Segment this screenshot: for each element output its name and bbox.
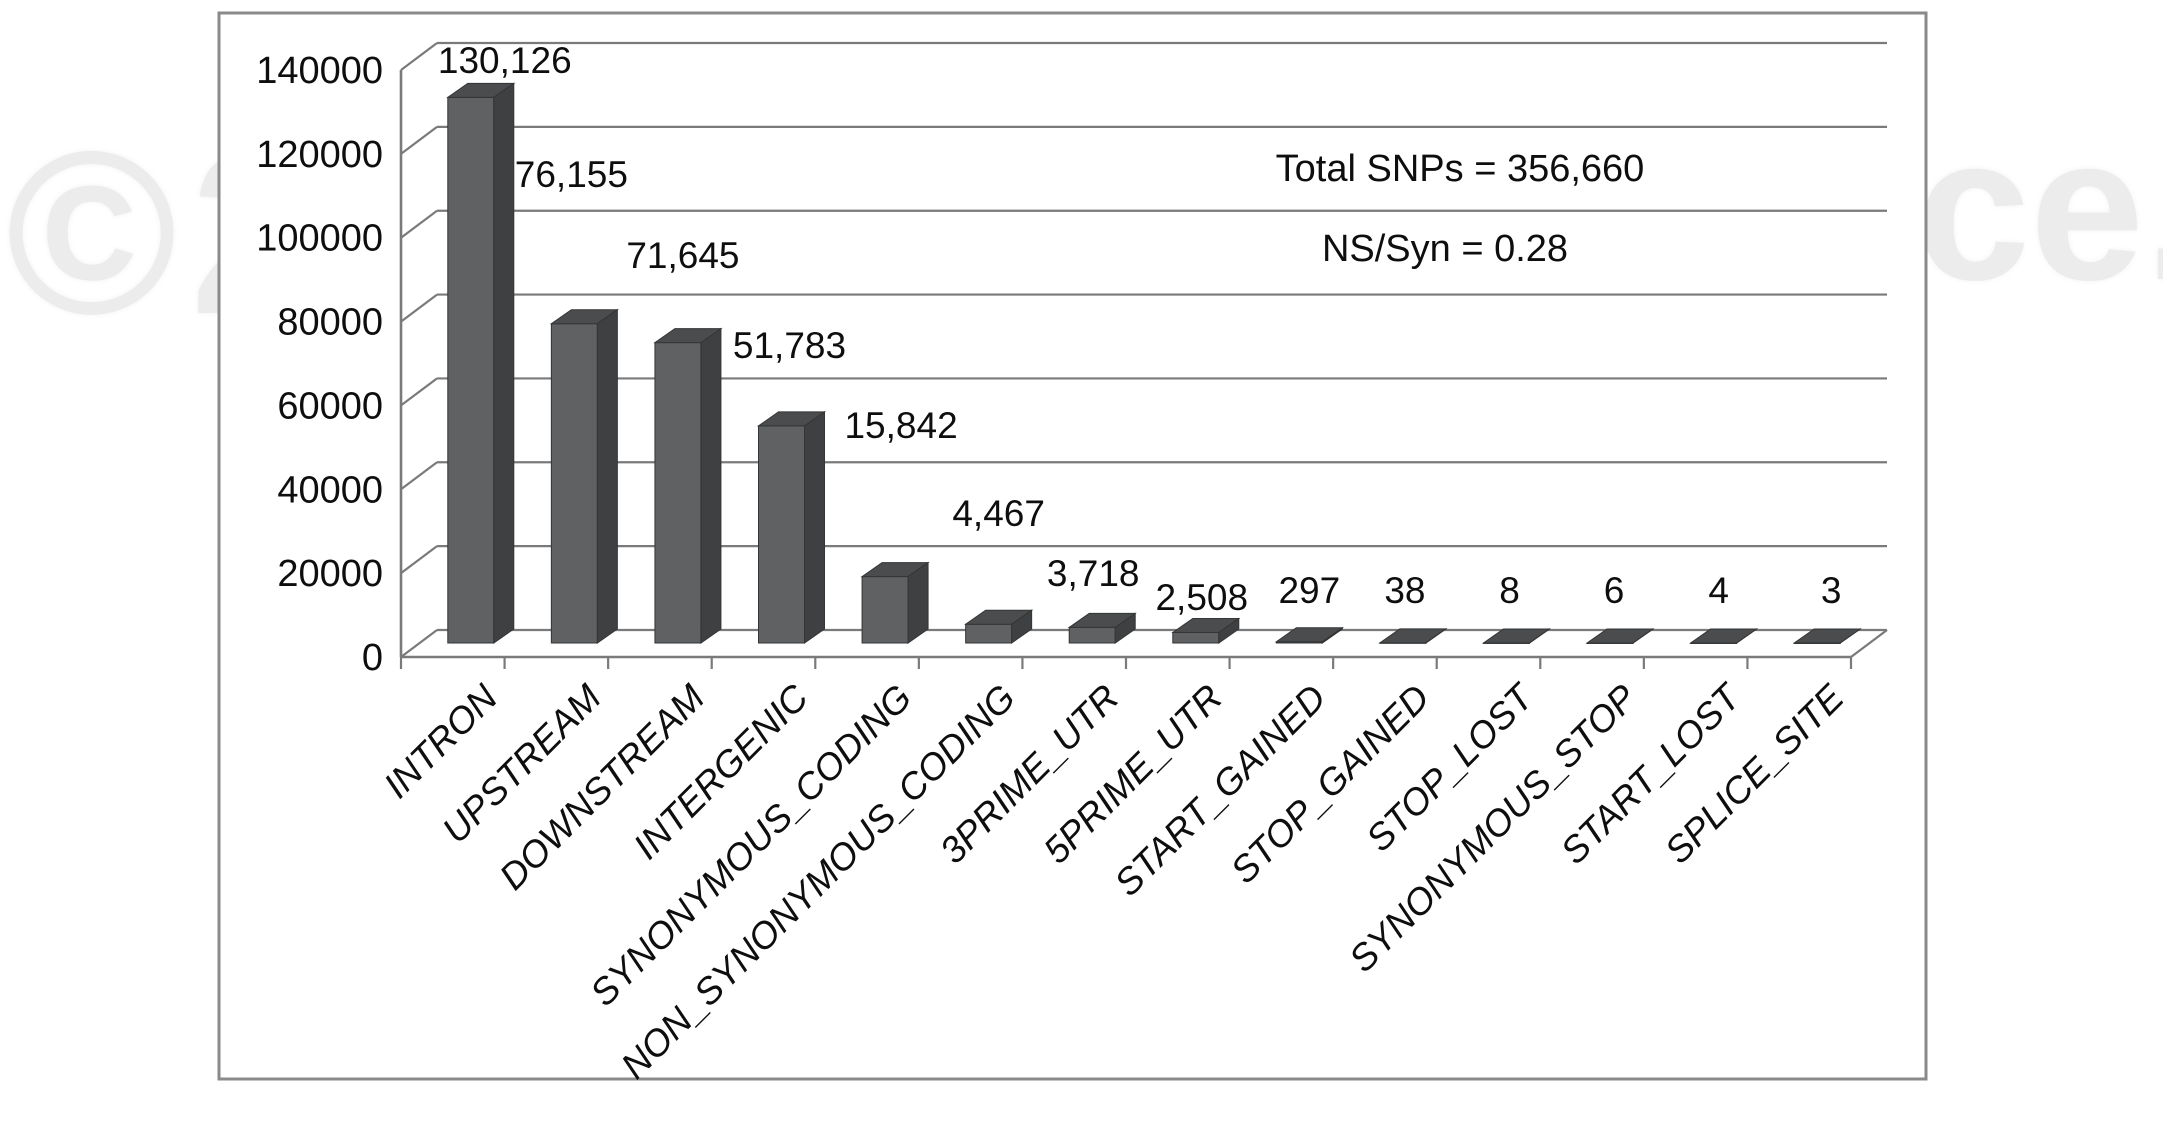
y-axis-tick-label: 20000 bbox=[277, 553, 383, 595]
bar-side-face bbox=[1218, 617, 1240, 644]
gridline-connector bbox=[400, 377, 438, 407]
bar-side-face bbox=[907, 561, 929, 644]
bar-front-face bbox=[758, 425, 805, 644]
gridline-connector bbox=[400, 42, 438, 71]
bar-side-face bbox=[1011, 609, 1033, 644]
ns-syn-ratio-annotation: NS/Syn = 0.28 bbox=[1322, 228, 1568, 270]
gridline-connector bbox=[400, 461, 438, 491]
bar-value-label: 2,508 bbox=[1155, 577, 1248, 618]
watermark-text-fragment: ce. bbox=[1916, 94, 2163, 323]
y-axis-tick-label: 60000 bbox=[277, 385, 383, 427]
bar-side-face bbox=[596, 308, 618, 644]
y-axis-tick-label: 100000 bbox=[256, 218, 383, 260]
bar-side-face bbox=[1736, 628, 1758, 644]
bar-value-label: 3,718 bbox=[1047, 553, 1140, 594]
bar-front-face bbox=[550, 323, 598, 644]
bar-value-label: 8 bbox=[1499, 570, 1520, 611]
bar-side-face bbox=[1321, 626, 1343, 644]
gridline-connector bbox=[400, 545, 438, 575]
bar-value-label: 15,842 bbox=[844, 405, 957, 446]
bar-value-label: 6 bbox=[1604, 570, 1625, 611]
bar-value-label: 4,467 bbox=[952, 493, 1045, 534]
bar-side-face bbox=[1114, 612, 1136, 644]
bar-front-face bbox=[654, 342, 702, 644]
floor-right-edge bbox=[1850, 629, 1888, 658]
bar-side-face bbox=[804, 410, 825, 644]
y-axis-tick-label: 140000 bbox=[256, 50, 383, 92]
bar-front-face bbox=[447, 96, 495, 644]
bar-value-label: 130,126 bbox=[438, 40, 572, 81]
y-axis-tick-label: 40000 bbox=[277, 469, 383, 511]
bar-front-face bbox=[1172, 631, 1220, 644]
bar-side-face bbox=[1839, 628, 1861, 644]
bar-value-label: 3 bbox=[1821, 570, 1842, 611]
total-snps-annotation: Total SNPs = 356,660 bbox=[1276, 148, 1645, 190]
bar-side-face bbox=[1529, 628, 1550, 644]
gridline-connector bbox=[400, 209, 438, 239]
y-axis-tick-label: 120000 bbox=[256, 134, 383, 176]
bar-side-face bbox=[493, 82, 515, 644]
bar-side-face bbox=[1632, 628, 1654, 644]
y-axis-tick-label: 80000 bbox=[277, 302, 383, 344]
gridline-connector bbox=[400, 629, 438, 658]
bar-front-face bbox=[965, 623, 1013, 644]
bar-front-face bbox=[861, 576, 909, 644]
bar-value-label: 51,783 bbox=[733, 325, 846, 366]
bar-value-label: 71,645 bbox=[626, 235, 739, 276]
bar-side-face bbox=[1425, 627, 1447, 644]
bar-value-label: 38 bbox=[1384, 570, 1425, 611]
bar-value-label: 297 bbox=[1278, 570, 1340, 611]
bar-side-face bbox=[700, 327, 722, 644]
bar-front-face bbox=[1068, 626, 1116, 644]
y-axis-tick-label: 0 bbox=[362, 637, 383, 679]
gridline-connector bbox=[400, 125, 438, 155]
gridline-connector bbox=[400, 293, 438, 323]
bar-value-label: 76,155 bbox=[515, 154, 628, 195]
bar-value-label: 4 bbox=[1708, 570, 1729, 611]
